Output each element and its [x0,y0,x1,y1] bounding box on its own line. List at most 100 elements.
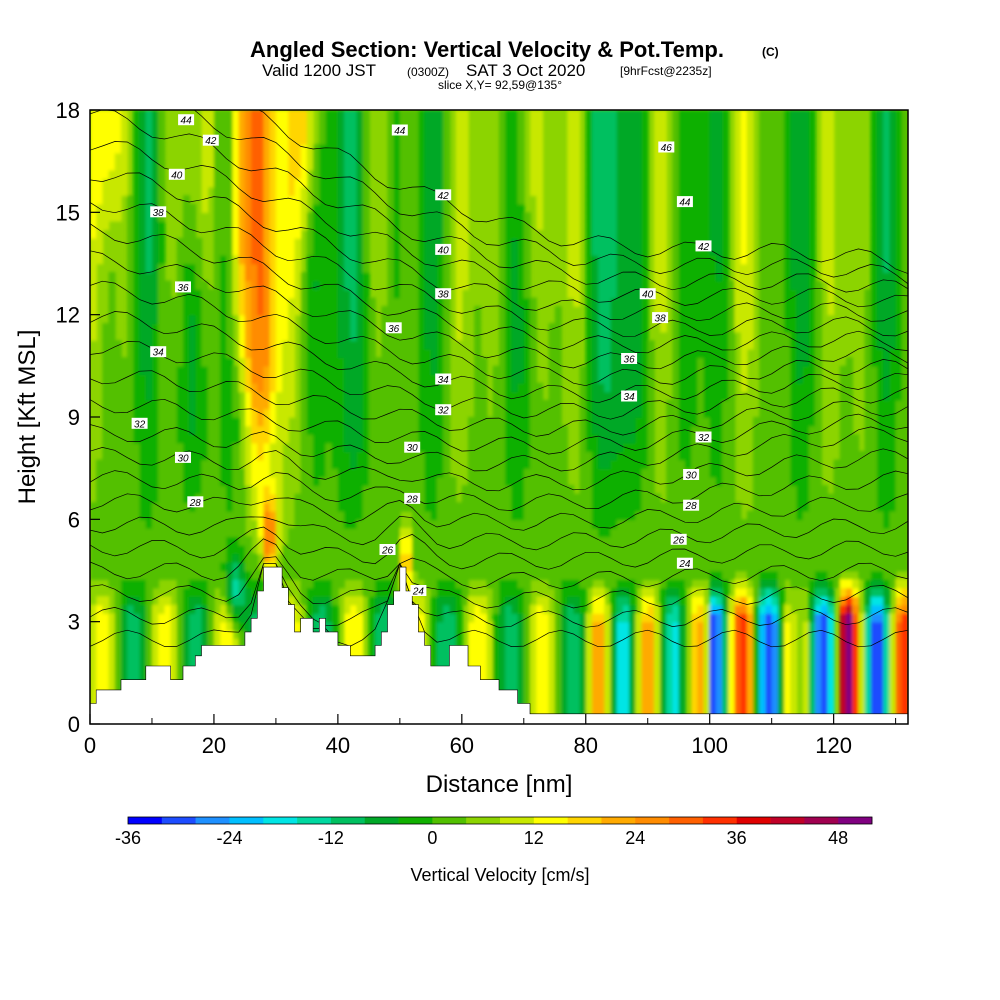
velocity-cell [269,289,277,299]
velocity-cell [567,604,575,614]
velocity-cell [96,604,104,614]
velocity-cell [337,323,345,333]
velocity-cell [213,289,221,299]
velocity-cell [176,417,184,427]
velocity-cell [344,544,352,555]
velocity-cell [585,178,593,188]
velocity-cell [344,519,352,529]
velocity-cell [548,434,556,444]
velocity-cell [325,519,333,529]
velocity-cell [108,195,116,205]
velocity-cell [213,621,221,631]
velocity-cell [288,596,296,606]
velocity-cell [288,127,296,137]
velocity-cell [183,212,190,222]
velocity-cell [331,382,339,393]
velocity-cell [412,195,420,205]
velocity-cell [505,365,513,376]
velocity-cell [183,655,190,666]
velocity-cell [226,510,234,521]
velocity-cell [133,186,141,197]
velocity-cell [567,127,575,137]
velocity-cell [424,544,432,555]
velocity-cell [579,382,587,393]
velocity-cell [356,161,364,171]
velocity-cell [430,272,438,282]
velocity-cell [96,127,104,137]
velocity-cell [523,314,531,324]
velocity-cell [542,434,550,444]
velocity-cell [139,255,147,265]
velocity-cell [437,596,444,606]
velocity-cell [238,229,246,239]
velocity-cell [313,604,321,614]
velocity-cell [152,613,159,623]
velocity-cell [387,553,395,563]
velocity-cell [244,382,252,393]
velocity-cell [598,476,606,486]
velocity-cell [430,348,438,359]
velocity-cell [90,161,97,171]
velocity-cell [319,297,327,307]
velocity-cell [170,562,178,572]
velocity-cell [269,485,277,495]
velocity-cell [561,544,568,555]
velocity-cell [579,374,587,384]
velocity-cell [145,485,153,495]
velocity-cell [282,110,290,120]
velocity-cell [189,314,197,324]
velocity-cell [356,255,364,265]
velocity-cell [158,110,166,120]
velocity-cell [282,272,290,282]
velocity-cell [108,519,116,529]
velocity-cell [517,152,525,162]
velocity-cell [604,451,612,461]
velocity-cell [375,562,383,572]
velocity-cell [244,110,252,120]
velocity-cell [430,604,438,614]
velocity-cell [170,621,178,631]
velocity-cell [554,681,562,691]
velocity-cell [344,169,352,179]
velocity-cell [139,579,147,589]
velocity-cell [207,434,215,444]
velocity-cell [474,493,482,504]
velocity-cell [387,255,395,265]
velocity-cell [195,476,203,486]
velocity-cell [232,229,240,239]
velocity-cell [412,306,420,316]
velocity-cell [387,229,395,239]
velocity-cell [306,553,314,563]
velocity-cell [598,451,606,461]
velocity-cell [257,459,265,469]
velocity-cell [325,161,333,171]
velocity-cell [499,178,506,188]
velocity-cell [430,118,438,128]
velocity-cell [350,442,358,452]
velocity-cell [90,698,97,708]
velocity-cell [356,246,364,256]
velocity-cell [201,399,209,410]
velocity-cell [356,408,364,418]
velocity-cell [189,604,197,614]
velocity-cell [319,519,327,529]
velocity-cell [505,391,513,401]
velocity-cell [102,382,110,393]
velocity-cell [424,246,432,256]
velocity-cell [523,493,531,504]
velocity-cell [356,613,364,623]
velocity-cell [152,562,159,572]
velocity-cell [399,161,407,171]
velocity-cell [133,144,141,154]
velocity-cell [412,340,420,350]
velocity-cell [573,118,581,128]
velocity-cell [220,178,228,188]
velocity-cell [499,604,506,614]
velocity-cell [121,638,128,648]
velocity-cell [430,434,438,444]
velocity-cell [604,647,612,657]
velocity-cell [263,306,271,316]
velocity-cell [350,314,358,324]
velocity-cell [133,246,141,256]
velocity-cell [213,110,221,120]
